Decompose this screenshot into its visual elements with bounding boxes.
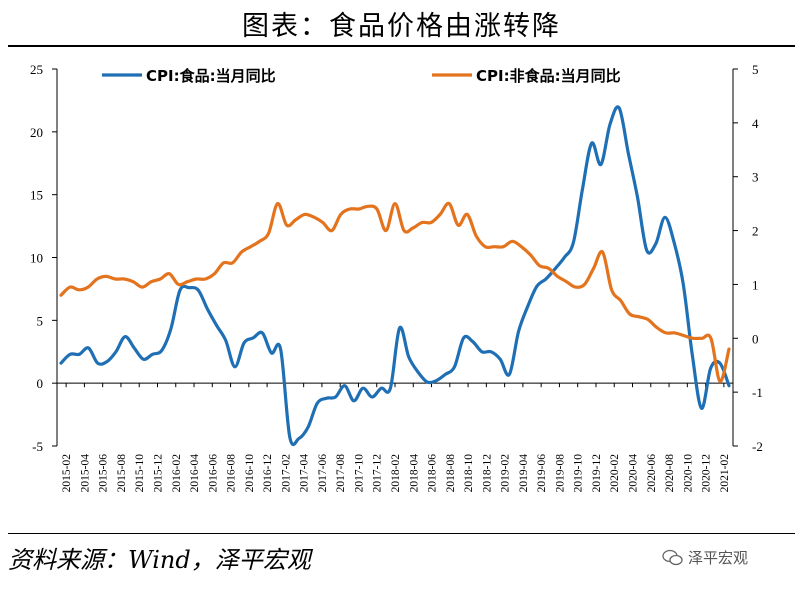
title-divider — [8, 45, 795, 47]
x-tick-label: 2017-08 — [335, 454, 347, 493]
x-tick-label: 2020-12 — [701, 454, 713, 493]
watermark: 泽平宏观 — [662, 547, 748, 568]
x-tick-label: 2020-04 — [628, 454, 640, 493]
x-tick-label: 2017-06 — [317, 454, 329, 493]
page-title: 图表：食品价格由涨转降 — [242, 11, 561, 42]
x-tick-label: 2016-10 — [244, 454, 256, 493]
x-tick-label: 2018-12 — [481, 454, 493, 493]
x-tick-label: 2019-10 — [573, 454, 585, 493]
chart-legend: CPI:食品:当月同比 CPI:非食品:当月同比 — [102, 67, 621, 85]
x-tick-label: 2018-08 — [445, 454, 457, 493]
x-tick-label: 2016-06 — [207, 454, 219, 493]
left-tick-label: 15 — [30, 188, 43, 203]
right-tick-label: -2 — [752, 439, 763, 454]
x-tick-label: 2019-04 — [518, 454, 530, 493]
x-tick-label: 2018-10 — [463, 454, 475, 493]
left-axis-ticks: -5 0 5 10 15 20 25 — [30, 62, 57, 454]
right-tick-label: 3 — [752, 170, 759, 185]
left-tick-label: -5 — [32, 439, 43, 454]
right-tick-label: 4 — [752, 116, 759, 131]
x-tick-label: 2015-08 — [116, 454, 128, 493]
watermark-text: 泽平宏观 — [688, 549, 749, 567]
right-tick-label: 5 — [752, 62, 759, 77]
x-tick-label: 2017-02 — [280, 454, 292, 493]
x-tick-label: 2019-08 — [554, 454, 566, 493]
right-tick-label: 0 — [752, 331, 759, 346]
x-tick-label: 2015-02 — [61, 454, 73, 493]
wechat-logo-icon — [662, 549, 683, 565]
source-divider — [8, 533, 795, 534]
chart-axes — [56, 69, 734, 446]
x-tick-label: 2015-10 — [134, 454, 146, 493]
x-tick-label: 2016-12 — [262, 454, 274, 493]
left-tick-label: 5 — [37, 313, 44, 328]
x-axis-ticks: 2015-02 2015-04 2015-06 2015-08 2015-10 2015-… — [61, 383, 731, 492]
x-tick-label: 2017-10 — [353, 454, 365, 493]
legend-nonfood-label: CPI:非食品:当月同比 — [476, 67, 621, 85]
left-tick-label: 25 — [30, 62, 43, 77]
x-tick-label: 2017-12 — [372, 454, 384, 493]
x-tick-label: 2020-02 — [609, 454, 621, 493]
x-tick-label: 2015-12 — [152, 454, 164, 493]
x-tick-label: 2015-06 — [98, 454, 110, 493]
x-tick-label: 2016-04 — [189, 454, 201, 493]
x-tick-label: 2018-02 — [390, 454, 402, 493]
legend-food-label: CPI:食品:当月同比 — [146, 67, 276, 85]
right-tick-label: -1 — [752, 385, 763, 400]
source-note: 资料来源：Wind，泽平宏观 — [8, 546, 311, 574]
series-line-nonfood — [59, 201, 731, 384]
x-tick-label: 2015-04 — [79, 454, 91, 493]
right-axis-ticks: -2 -1 0 1 2 3 4 5 — [733, 62, 763, 454]
series-line-food — [59, 105, 731, 447]
x-tick-label: 2018-04 — [408, 454, 420, 493]
x-tick-label: 2017-04 — [299, 454, 311, 493]
x-tick-label: 2020-08 — [664, 454, 676, 493]
x-tick-label: 2018-06 — [427, 454, 439, 493]
x-tick-label: 2019-02 — [500, 454, 512, 493]
x-tick-label: 2016-08 — [226, 454, 238, 493]
x-tick-label: 2020-06 — [646, 454, 658, 493]
x-tick-label: 2021-02 — [719, 454, 731, 493]
series-layer — [59, 105, 731, 447]
right-tick-label: 1 — [752, 277, 759, 292]
x-tick-label: 2019-12 — [591, 454, 603, 493]
left-tick-label: 20 — [30, 125, 43, 140]
left-tick-label: 10 — [30, 251, 43, 266]
left-tick-label: 0 — [37, 376, 44, 391]
x-tick-label: 2020-10 — [682, 454, 694, 493]
right-tick-label: 2 — [752, 224, 759, 239]
x-tick-label: 2019-06 — [536, 454, 548, 493]
x-tick-label: 2016-02 — [171, 454, 183, 493]
